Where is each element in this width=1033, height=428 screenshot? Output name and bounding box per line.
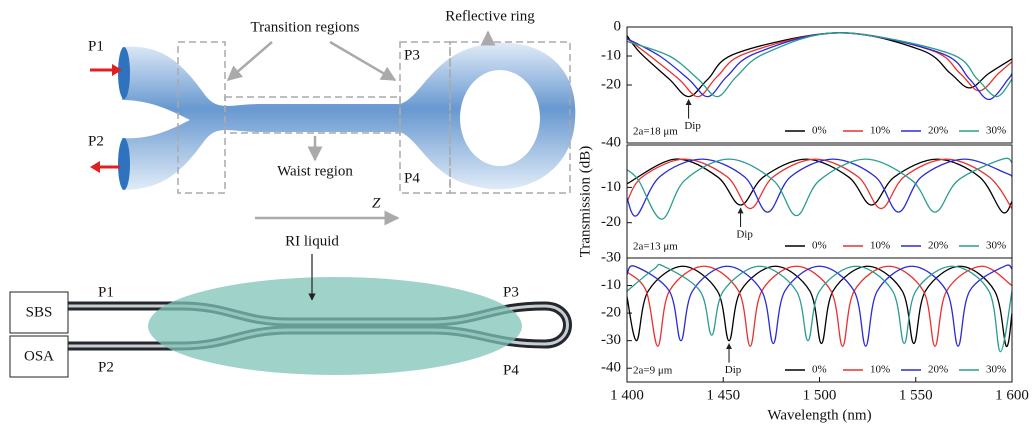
- region-label: Transition regions: [250, 19, 359, 35]
- y-tick-label: -40: [601, 134, 621, 150]
- y-tick-label: -40: [601, 360, 621, 376]
- spectrum-line: [627, 158, 1012, 210]
- plot-frame: [626, 257, 1013, 383]
- legend-label: 10%: [870, 240, 890, 252]
- region-boxes: [177, 41, 571, 194]
- port-arrows: [90, 64, 122, 173]
- y-tick-label: -30: [601, 249, 621, 265]
- fiber-end: [118, 138, 130, 190]
- port-label: P2: [98, 359, 114, 375]
- fiber-taper: [122, 42, 576, 191]
- port-label: P1: [88, 38, 104, 54]
- region-label: Reflective ring: [445, 8, 535, 24]
- y-tick-label: 0: [614, 18, 622, 34]
- legend-label: 20%: [928, 240, 948, 252]
- axis-label: Z: [372, 195, 381, 211]
- instrument-label: OSA: [24, 348, 54, 364]
- spectrum-line: [627, 32, 1012, 98]
- legend-label: 20%: [928, 364, 948, 376]
- spectrum-line: [627, 157, 1012, 220]
- legend-label: 10%: [870, 364, 890, 376]
- spectrum-line: [627, 264, 1012, 347]
- spectrum-line: [627, 32, 1012, 98]
- y-tick-label: -20: [601, 76, 621, 92]
- taper-diagram: P1 P2 P3 P4 Transition regions Reflectiv…: [88, 8, 576, 226]
- x-tick-label: 1 600: [995, 387, 1029, 403]
- port-label: P2: [88, 133, 104, 149]
- legend-label: 0%: [812, 364, 827, 376]
- y-tick-label: -10: [601, 277, 621, 293]
- y-tick-label: -20: [601, 305, 621, 321]
- spectrum-line: [627, 265, 1012, 347]
- dip-label: Dip: [725, 364, 742, 376]
- y-tick-label: -10: [601, 47, 621, 63]
- dip-label: Dip: [736, 229, 753, 241]
- port-label: P3: [503, 284, 519, 300]
- y-axis-label: Transmission (dB): [577, 146, 593, 258]
- y-tick-label: -30: [601, 332, 621, 348]
- liquid-label: RI liquid: [285, 233, 339, 249]
- legend-label: 0%: [812, 240, 827, 252]
- x-tick-label: 1 400: [610, 387, 644, 403]
- port-label: P4: [503, 362, 519, 378]
- pointer-arrows: [226, 30, 496, 226]
- x-tick-label: 1 500: [803, 387, 837, 403]
- x-tick-label: 1 550: [899, 387, 933, 403]
- setup-diagram: SBS OSA RI liquid P1 P2 P3 P4: [9, 233, 572, 378]
- y-tick-label: -10: [601, 179, 621, 195]
- ring-hole: [460, 70, 540, 166]
- plot-frame: [626, 26, 1013, 144]
- instrument-box: [9, 291, 69, 334]
- fiber-label: 2a=13 μm: [633, 241, 678, 253]
- port-label: P3: [404, 47, 420, 63]
- legend-label: 0%: [812, 125, 827, 137]
- legend-label: 10%: [870, 125, 890, 137]
- port-label: P4: [404, 170, 420, 186]
- spectrum-line: [627, 32, 1012, 98]
- legend-label: 30%: [986, 240, 1006, 252]
- spectrum-line: [627, 158, 1012, 217]
- spectrum-line: [627, 158, 1012, 214]
- liquid: [148, 277, 522, 375]
- fiber-end: [118, 47, 130, 99]
- legend-label: 30%: [986, 125, 1006, 137]
- instrument-box: [9, 335, 69, 378]
- legend-label: 20%: [928, 125, 948, 137]
- dip-label: Dip: [684, 120, 701, 132]
- region-label: Waist region: [277, 163, 353, 179]
- spectrum-line: [627, 263, 1012, 353]
- fiber-label: 2a=9 μm: [633, 365, 673, 377]
- x-axis-label: Wavelength (nm): [767, 407, 871, 423]
- fiber-label: 2a=18 μm: [633, 126, 678, 138]
- port-label: P1: [98, 284, 114, 300]
- y-tick-label: -20: [601, 214, 621, 230]
- instrument-label: SBS: [26, 304, 53, 320]
- spectrum-line: [627, 265, 1012, 347]
- x-tick-label: 1 450: [706, 387, 740, 403]
- legend-label: 30%: [986, 364, 1006, 376]
